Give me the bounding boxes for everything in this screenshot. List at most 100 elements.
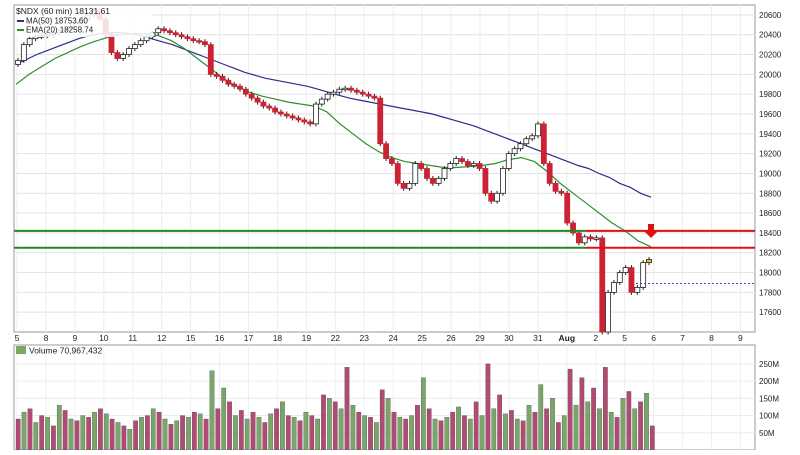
volume-bar <box>632 408 638 451</box>
candle-body <box>32 36 39 40</box>
candle-body <box>272 107 278 113</box>
candle-body <box>482 168 489 194</box>
volume-bar <box>579 377 585 451</box>
date-tick-label: 15 <box>186 333 196 343</box>
candle-body <box>435 178 442 184</box>
candle-body <box>196 40 203 43</box>
candle-body <box>400 182 407 189</box>
candle-body <box>137 40 144 46</box>
candle-body <box>231 83 238 87</box>
volume-bar <box>608 411 614 451</box>
date-tick-label: 5 <box>622 333 627 343</box>
candle-body <box>558 190 565 194</box>
volume-bar <box>109 418 115 451</box>
date-axis: 5 8 9 10 11 12 15 16 17 18 19 22 23 24 25 26 29 30 31 Aug 2 5… <box>15 333 743 343</box>
volume-bar <box>362 415 367 451</box>
volume-bar <box>203 418 209 451</box>
volume-bar <box>379 389 385 451</box>
volume-bar <box>327 398 332 451</box>
volume-bar <box>86 417 91 451</box>
candle-body <box>412 163 419 184</box>
candle-body <box>605 291 612 333</box>
volume-bar <box>344 367 350 451</box>
sell-arrow <box>644 224 658 238</box>
date-tick-label: 17 <box>244 333 254 343</box>
candle-body <box>283 113 290 117</box>
volume-bar <box>544 408 549 451</box>
candle-body <box>552 182 559 192</box>
candle-body <box>289 115 296 119</box>
arrow-head <box>644 231 658 238</box>
candle-body <box>324 93 331 100</box>
volume-bar <box>233 415 238 451</box>
volume-bar <box>526 405 532 451</box>
price-tick-label: 18400 <box>759 229 782 238</box>
candles <box>15 8 652 335</box>
price-tick-label: 20000 <box>759 70 782 79</box>
volume-bar <box>444 417 450 451</box>
volume-bar <box>479 415 485 451</box>
volume-bar <box>338 408 344 451</box>
volume-bar <box>409 415 414 451</box>
candle-body <box>219 75 226 81</box>
volume-legend: Volume 70,967,432 <box>16 346 103 356</box>
volume-bar <box>191 411 197 451</box>
candle-body <box>470 163 477 166</box>
volume-bar <box>620 398 626 451</box>
volume-bar <box>268 413 274 451</box>
candle-body <box>295 117 302 121</box>
volume-bar <box>514 418 520 451</box>
volume-bar <box>197 413 203 451</box>
volume-bar <box>350 405 356 451</box>
volume-label: Volume 70,967,432 <box>29 346 103 356</box>
candle-body <box>540 123 547 164</box>
volume-bar <box>21 411 27 451</box>
price-tick-label: 19400 <box>759 130 782 139</box>
candle-body <box>184 36 191 40</box>
candle-body <box>616 272 623 283</box>
candle-body <box>15 60 21 65</box>
volume-legend-swatch <box>16 346 26 354</box>
date-tick-label: 29 <box>475 333 485 343</box>
candle-body <box>500 168 506 194</box>
volume-bar <box>403 418 409 451</box>
candle-body <box>207 44 214 75</box>
volume-bar <box>473 401 479 451</box>
candle-body <box>377 97 384 145</box>
volume-bar <box>150 408 156 451</box>
volume-bar <box>591 387 596 451</box>
volume-bar <box>573 405 579 451</box>
candle-body <box>511 148 518 155</box>
volume-bar <box>397 417 403 451</box>
candle-body <box>307 121 314 125</box>
volume-bar <box>597 408 602 451</box>
candle-body <box>406 182 413 189</box>
legend-symbol: $NDX (60 min) 18131.61 <box>16 6 110 16</box>
volume-bar <box>462 415 467 451</box>
volume-bar <box>15 418 21 451</box>
date-tick-label: 19 <box>302 333 312 343</box>
legend-ma50: MA(50) 18753.60 <box>26 17 88 26</box>
date-tick-label: 18 <box>273 333 283 343</box>
volume-bar <box>215 408 221 451</box>
volume-bar <box>80 415 86 451</box>
price-tick-label: 20600 <box>759 11 782 20</box>
volume-bar <box>556 422 561 451</box>
date-tick-label: 11 <box>128 333 137 343</box>
candle-body <box>213 73 220 77</box>
volume-bar <box>520 420 526 451</box>
candle-body <box>476 163 483 169</box>
volume-bar <box>285 415 291 451</box>
volume-bar <box>27 408 33 451</box>
candle-body <box>546 163 553 184</box>
candle-body <box>266 105 273 109</box>
volume-bar <box>356 411 362 451</box>
volume-bar <box>250 411 256 451</box>
volume-bar <box>438 420 444 451</box>
legend: $NDX (60 min) 18131.61 MA(50) 18753.60 E… <box>15 6 153 37</box>
candle-body <box>418 163 425 169</box>
volume-bar <box>98 408 103 451</box>
candle-body <box>581 236 588 244</box>
candle-body <box>488 192 495 202</box>
candle-body <box>336 88 343 93</box>
